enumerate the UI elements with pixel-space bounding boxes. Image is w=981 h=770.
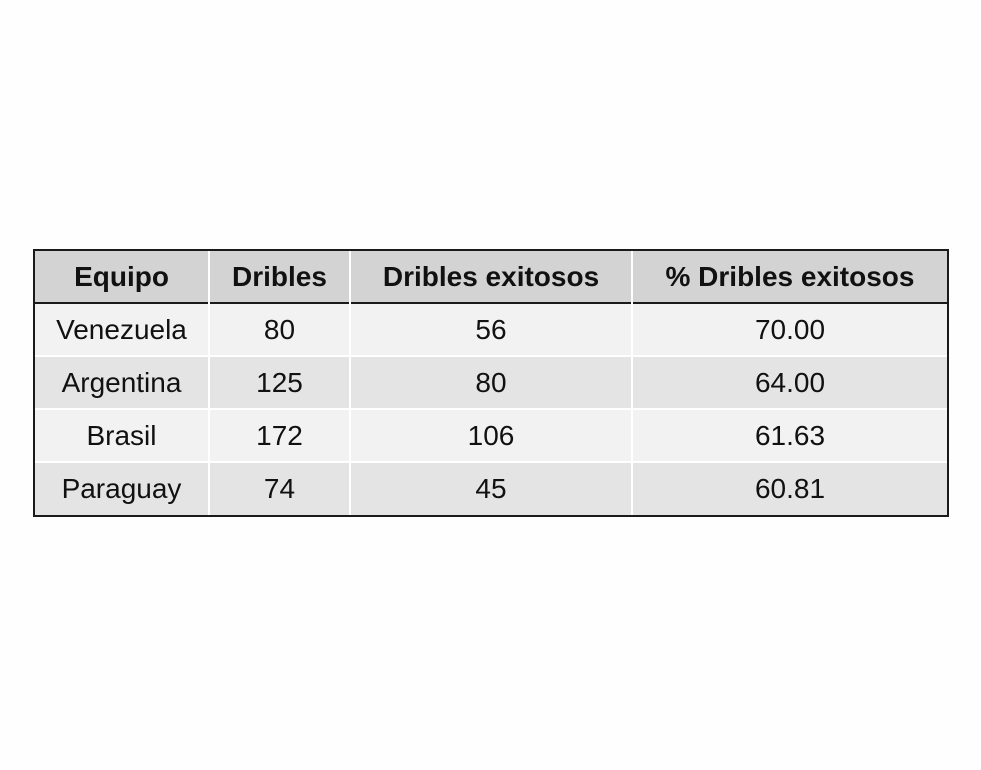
cell-pct-dribles-exitosos: 60.81 [631,462,947,515]
cell-dribles: 125 [208,356,350,409]
cell-pct-dribles-exitosos: 70.00 [631,303,947,356]
table-row: Paraguay 74 45 60.81 [35,462,947,515]
cell-dribles: 172 [208,409,350,462]
header-dribles-exitosos: Dribles exitosos [349,251,632,303]
table-row: Venezuela 80 56 70.00 [35,303,947,356]
cell-pct-dribles-exitosos: 61.63 [631,409,947,462]
cell-dribles-exitosos: 80 [349,356,632,409]
cell-equipo: Venezuela [56,313,187,345]
cell-dribles-exitosos: 56 [349,303,632,356]
data-table: Equipo Dribles Dribles exitosos % Drible… [35,251,947,515]
table-row: Brasil 172 106 61.63 [35,409,947,462]
cell-dribles-exitosos: 106 [349,409,632,462]
cell-equipo: Paraguay [61,473,182,504]
data-table-frame: Equipo Dribles Dribles exitosos % Drible… [33,249,949,517]
header-row: Equipo Dribles Dribles exitosos % Drible… [35,251,947,303]
header-pct-dribles-exitosos: % Dribles exitosos [631,251,947,303]
header-equipo: Equipo [74,260,169,292]
table-row: Argentina 125 80 64.00 [35,356,947,409]
cell-pct-dribles-exitosos: 64.00 [631,356,947,409]
cell-dribles: 74 [208,462,350,515]
cell-dribles: 80 [208,303,350,356]
cell-equipo: Brasil [86,419,157,451]
cell-equipo: Argentina [61,366,182,398]
header-dribles: Dribles [208,251,350,303]
cell-dribles-exitosos: 45 [349,462,632,515]
